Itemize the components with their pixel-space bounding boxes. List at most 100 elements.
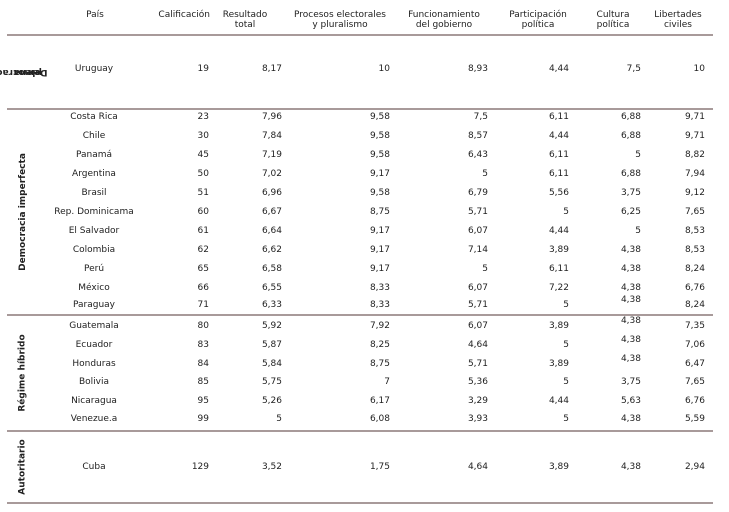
table-row-country: Guatemala [69,321,119,331]
table-cell-cult: 4,38 [620,245,641,255]
table-cell-lib: 7,35 [684,321,705,331]
table-cell-func: 8,57 [467,131,488,141]
table-cell-res: 5 [276,414,282,424]
table-cell-res: 7,96 [261,112,282,122]
table-cell-part: 5 [563,207,569,217]
table-row-country: Cuba [82,462,106,472]
table-cell-cal: 66 [197,283,209,293]
table-cell-lib: 8,24 [684,300,705,310]
table-cell-cult: 4,38 [620,264,641,274]
table-cell-proc: 7,92 [369,321,390,331]
table-cell-lib: 7,94 [684,169,705,179]
table-cell-proc: 9,17 [369,245,390,255]
table-cell-cal: 60 [197,207,209,217]
table-cell-proc: 9,58 [369,112,390,122]
table-cell-part: 6,11 [548,264,569,274]
table-cell-func: 5,71 [467,207,488,217]
table-cell-lib: 7,06 [684,340,705,350]
table-cell-lib: 7,65 [684,377,705,387]
table-row-country: Bolivia [78,377,110,387]
table-cell-lib: 5,59 [684,414,705,424]
table-row-country: Honduras [72,359,116,369]
table-row-country: Venezue.a [70,414,118,424]
table-cell-proc: 8,33 [369,283,390,293]
table-cell-func: 3,93 [467,414,488,424]
table-cell-proc: 9,17 [369,226,390,236]
table-cell-proc: 1,75 [369,462,390,472]
table-cell-res: 7,84 [261,131,282,141]
table-cell-res: 8,17 [261,64,282,74]
table-row-country: Chile [82,131,106,141]
table-cell-res: 5,26 [261,396,282,406]
table-cell-func: 3,29 [467,396,488,406]
table-cell-res: 6,96 [261,188,282,198]
table-cell-lib: 6,47 [684,359,705,369]
table-cell-cal: 71 [197,300,209,310]
table-cell-lib: 6,76 [684,396,705,406]
table-cell-part: 6,11 [548,112,569,122]
table-cell-res: 6,67 [261,207,282,217]
table-row-country: Brasil [81,188,107,198]
table-cell-cal: 50 [197,169,209,179]
table-cell-lib: 9,12 [684,188,705,198]
table-cell-cal: 84 [197,359,209,369]
table-cell-func: 6,79 [467,188,488,198]
table-cell-cal: 80 [197,321,209,331]
table-cell-lib: 7,65 [684,207,705,217]
table-cell-res: 6,64 [261,226,282,236]
header-libertades: Libertades civiles [654,10,702,30]
table-cell-res: 7,02 [261,169,282,179]
table-cell-cal: 30 [197,131,209,141]
table-row-country: Paraguay [72,300,115,310]
table-cell-cult: 4,38 [620,283,641,293]
table-row-country: México [78,283,110,293]
table-row-country: Ecuador [75,340,113,350]
table-cell-part: 5 [563,377,569,387]
table-row-country: Panamá [75,150,113,160]
table-cell-part: 4,44 [548,64,569,74]
table-row-country: Costa Rica [70,112,118,122]
table-cell-func: 5,36 [467,377,488,387]
rule-plena [7,108,713,110]
table-cell-proc: 10 [378,64,390,74]
table-cell-cal: 95 [197,396,209,406]
table-row-country: Argentina [72,169,116,179]
table-cell-func: 6,07 [467,226,488,236]
table-cell-cult: 5 [635,150,641,160]
table-cell-func: 5 [482,169,488,179]
table-cell-func: 6,07 [467,321,488,331]
table-cell-part: 6,11 [548,169,569,179]
table-cell-cult: 6,88 [620,112,641,122]
table-cell-func: 4,64 [467,462,488,472]
table-cell-cal: 19 [197,64,209,74]
table-cell-cult: 4,38 [620,414,641,424]
table-cell-cult: 7,5 [626,64,641,74]
table-cell-res: 5,84 [261,359,282,369]
table-cell-cal: 45 [197,150,209,160]
table-cell-part: 4,44 [548,226,569,236]
table-cell-func: 6,07 [467,283,488,293]
table-cell-res: 5,92 [261,321,282,331]
table-cell-proc: 8,75 [369,359,390,369]
table-row-country: Colombia [72,245,116,255]
table-cell-cult: 6,88 [620,169,641,179]
table-cell-lib: 6,76 [684,283,705,293]
table-row-country: Perú [83,264,105,274]
table-cell-cal: 85 [197,377,209,387]
table-cell-cal: 61 [197,226,209,236]
table-cell-part: 4,44 [548,131,569,141]
group-regimen-hibrido: Régime híbrido [18,334,29,412]
rule-header [7,34,713,36]
table-cell-res: 6,55 [261,283,282,293]
table-cell-proc: 9,58 [369,131,390,141]
table-cell-proc: 9,17 [369,169,390,179]
header-cultura: Cultura política [596,10,630,30]
table-cell-lib: 8,24 [684,264,705,274]
table-cell-lib: 9,71 [684,131,705,141]
table-cell-func: 6,43 [467,150,488,160]
table-cell-cult: 4,38 [620,295,641,305]
table-cell-cal: 129 [191,462,209,472]
table-cell-proc: 9,58 [369,150,390,160]
table-cell-res: 3,52 [261,462,282,472]
table-cell-part: 3,89 [548,359,569,369]
